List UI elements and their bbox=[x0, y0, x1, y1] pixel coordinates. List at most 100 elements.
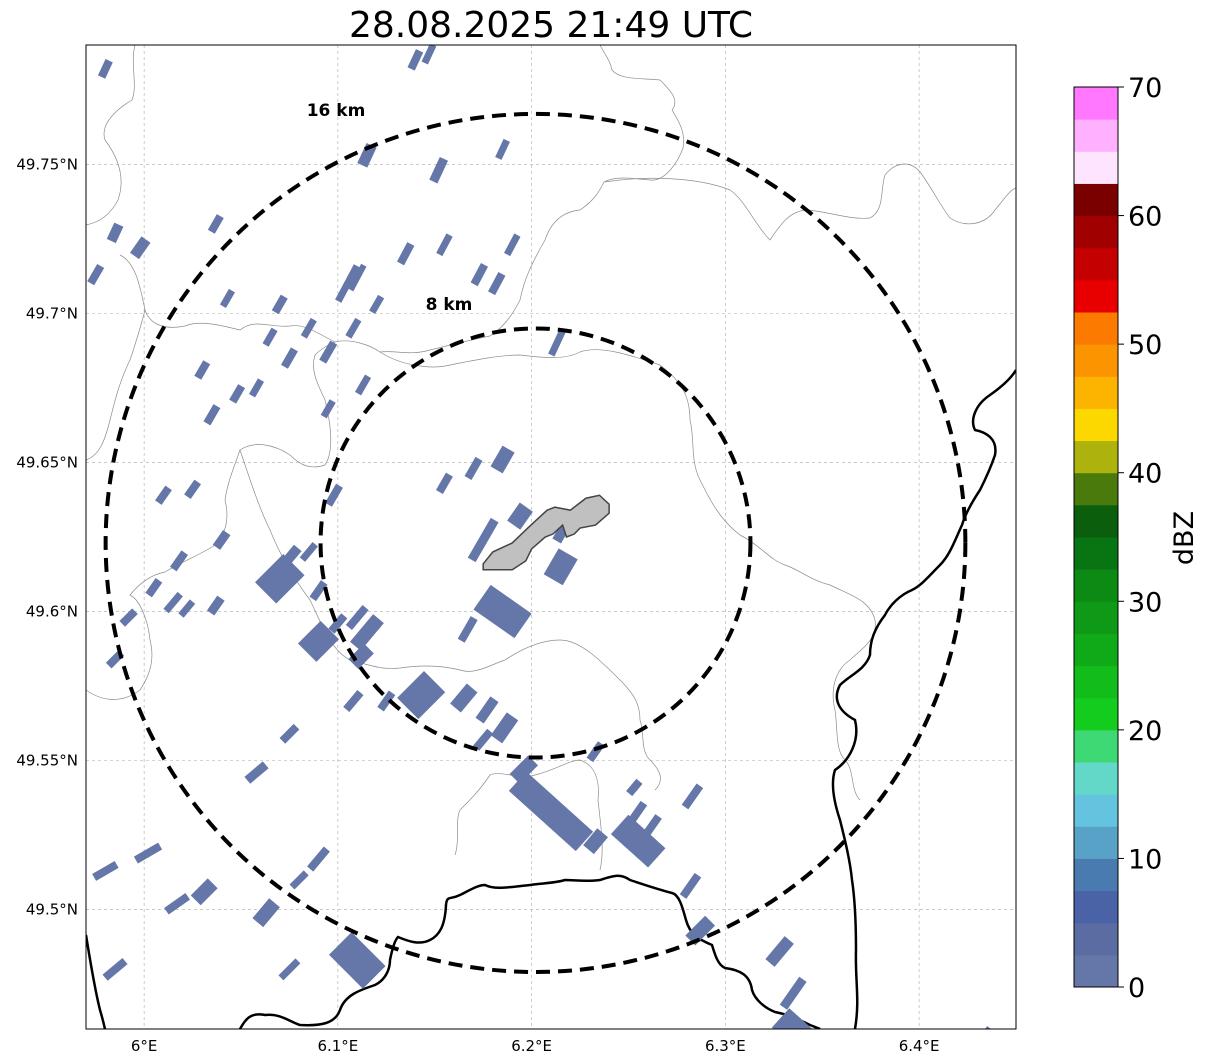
echo-cell bbox=[421, 45, 437, 65]
echo-cell bbox=[278, 958, 301, 981]
echo-cell bbox=[626, 778, 643, 797]
admin-boundary-west-2 bbox=[86, 309, 146, 461]
colorbar-segment bbox=[1074, 922, 1118, 956]
colorbar-segment bbox=[1074, 601, 1118, 634]
echo-cell bbox=[319, 340, 338, 364]
echo-cell bbox=[309, 580, 328, 602]
echo-cell bbox=[335, 264, 361, 303]
echo-cell bbox=[973, 1026, 993, 1029]
echo-cell bbox=[543, 548, 578, 586]
echo-cell bbox=[610, 814, 666, 868]
echo-cell bbox=[377, 690, 396, 712]
echo-cell bbox=[490, 712, 519, 744]
echo-cell bbox=[130, 236, 151, 260]
x-tick-label: 6.3°E bbox=[705, 1037, 746, 1055]
echo-cell bbox=[184, 479, 202, 499]
colorbar-segment bbox=[1074, 665, 1118, 699]
y-tick-label: 49.75°N bbox=[16, 155, 78, 173]
admin-boundary-west bbox=[86, 341, 336, 700]
colorbar-segment bbox=[1074, 312, 1118, 345]
map-content bbox=[86, 45, 1016, 1062]
map-frame bbox=[85, 44, 1017, 1030]
echo-cell bbox=[583, 828, 608, 855]
colorbar-segment bbox=[1074, 408, 1118, 442]
echo-cell bbox=[490, 445, 515, 474]
y-tick-label: 49.65°N bbox=[16, 453, 78, 471]
national-border bbox=[86, 369, 1016, 1029]
echo-cell bbox=[190, 878, 218, 906]
echo-cell bbox=[244, 761, 269, 784]
echo-cell bbox=[155, 485, 172, 505]
colorbar: 0 10 20 30 40 50 60 70 dBZ bbox=[1073, 73, 1200, 1004]
colorbar-tick-label: 60 bbox=[1128, 202, 1162, 233]
echo-cell bbox=[133, 842, 163, 864]
echo-cell bbox=[548, 329, 566, 357]
y-tick-label: 49.7°N bbox=[26, 304, 78, 322]
range-rings bbox=[103, 111, 968, 975]
admin-boundary-n-top bbox=[599, 45, 676, 111]
colorbar-segment bbox=[1074, 215, 1118, 249]
echo-cell bbox=[169, 550, 189, 572]
colorbar-tick-label: 0 bbox=[1128, 973, 1145, 1004]
echo-cell bbox=[328, 613, 348, 634]
echo-cell bbox=[203, 404, 221, 426]
echo-cell bbox=[475, 696, 499, 724]
colorbar-segment bbox=[1074, 151, 1118, 184]
y-tick-label: 49.5°N bbox=[26, 901, 78, 919]
echo-cell bbox=[771, 1008, 834, 1029]
echo-cell bbox=[145, 578, 163, 598]
echo-cell bbox=[320, 399, 336, 419]
echo-cell bbox=[679, 872, 702, 899]
echo-cell bbox=[328, 932, 386, 989]
x-tick-label: 6.1°E bbox=[317, 1037, 358, 1055]
radar-echoes bbox=[87, 45, 993, 1062]
echo-cell bbox=[262, 327, 278, 347]
colorbar-segments bbox=[1074, 87, 1118, 988]
echo-cell bbox=[207, 214, 224, 234]
echo-cell bbox=[92, 860, 119, 881]
colorbar-segment bbox=[1074, 472, 1118, 506]
echo-cell bbox=[255, 553, 305, 604]
echo-cell bbox=[464, 456, 483, 480]
echo-cell bbox=[277, 544, 302, 572]
echo-cell bbox=[164, 893, 191, 915]
echo-cell bbox=[299, 541, 318, 562]
echo-cell bbox=[629, 800, 648, 822]
echo-cell bbox=[345, 604, 369, 631]
echo-cell bbox=[507, 502, 533, 530]
admin-boundary-north-2 bbox=[119, 109, 684, 354]
colorbar-segment bbox=[1074, 697, 1118, 731]
colorbar-tick-label: 30 bbox=[1128, 587, 1162, 618]
colorbar-frame bbox=[1073, 86, 1119, 988]
echo-cell bbox=[765, 936, 794, 967]
echo-cell bbox=[369, 294, 385, 314]
echo-cell bbox=[429, 157, 448, 184]
echo-cell bbox=[219, 288, 235, 308]
echo-cell bbox=[457, 616, 478, 643]
echo-cell bbox=[681, 783, 704, 810]
echo-cell bbox=[859, 1038, 883, 1062]
y-axis-ticks: 49.5°N 49.55°N 49.6°N 49.65°N 49.7°N 49.75°N bbox=[16, 155, 78, 918]
x-tick-label: 6.2°E bbox=[511, 1037, 552, 1055]
x-tick-label: 6.4°E bbox=[899, 1037, 940, 1055]
colorbar-segment bbox=[1074, 826, 1118, 859]
echo-cell bbox=[300, 317, 317, 339]
admin-boundary-north bbox=[86, 45, 136, 226]
echo-cell bbox=[206, 595, 225, 616]
echo-cell bbox=[467, 517, 499, 563]
echo-cell bbox=[641, 814, 662, 839]
gridlines bbox=[86, 45, 1016, 1029]
admin-boundary-ne bbox=[603, 163, 1016, 241]
echo-cell bbox=[307, 846, 330, 872]
echo-cell bbox=[509, 755, 539, 784]
echo-cell bbox=[350, 614, 384, 651]
colorbar-segment bbox=[1074, 279, 1118, 313]
border-east bbox=[831, 369, 1016, 1029]
echo-cell bbox=[348, 263, 367, 292]
echo-cell bbox=[470, 263, 489, 287]
colorbar-tick-label: 50 bbox=[1128, 330, 1162, 361]
colorbar-segment bbox=[1074, 794, 1118, 827]
y-tick-label: 49.55°N bbox=[16, 752, 78, 770]
echo-cell bbox=[503, 233, 521, 257]
echo-cell bbox=[289, 870, 309, 890]
